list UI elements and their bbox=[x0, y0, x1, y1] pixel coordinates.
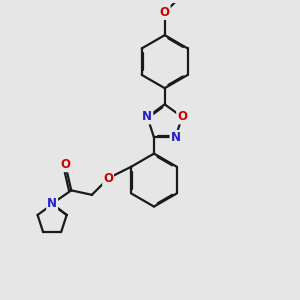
Text: N: N bbox=[47, 197, 57, 210]
Text: N: N bbox=[170, 131, 181, 144]
Text: N: N bbox=[142, 110, 152, 124]
Text: O: O bbox=[160, 6, 170, 19]
Text: O: O bbox=[177, 110, 187, 124]
Text: O: O bbox=[103, 172, 113, 185]
Text: O: O bbox=[60, 158, 70, 171]
